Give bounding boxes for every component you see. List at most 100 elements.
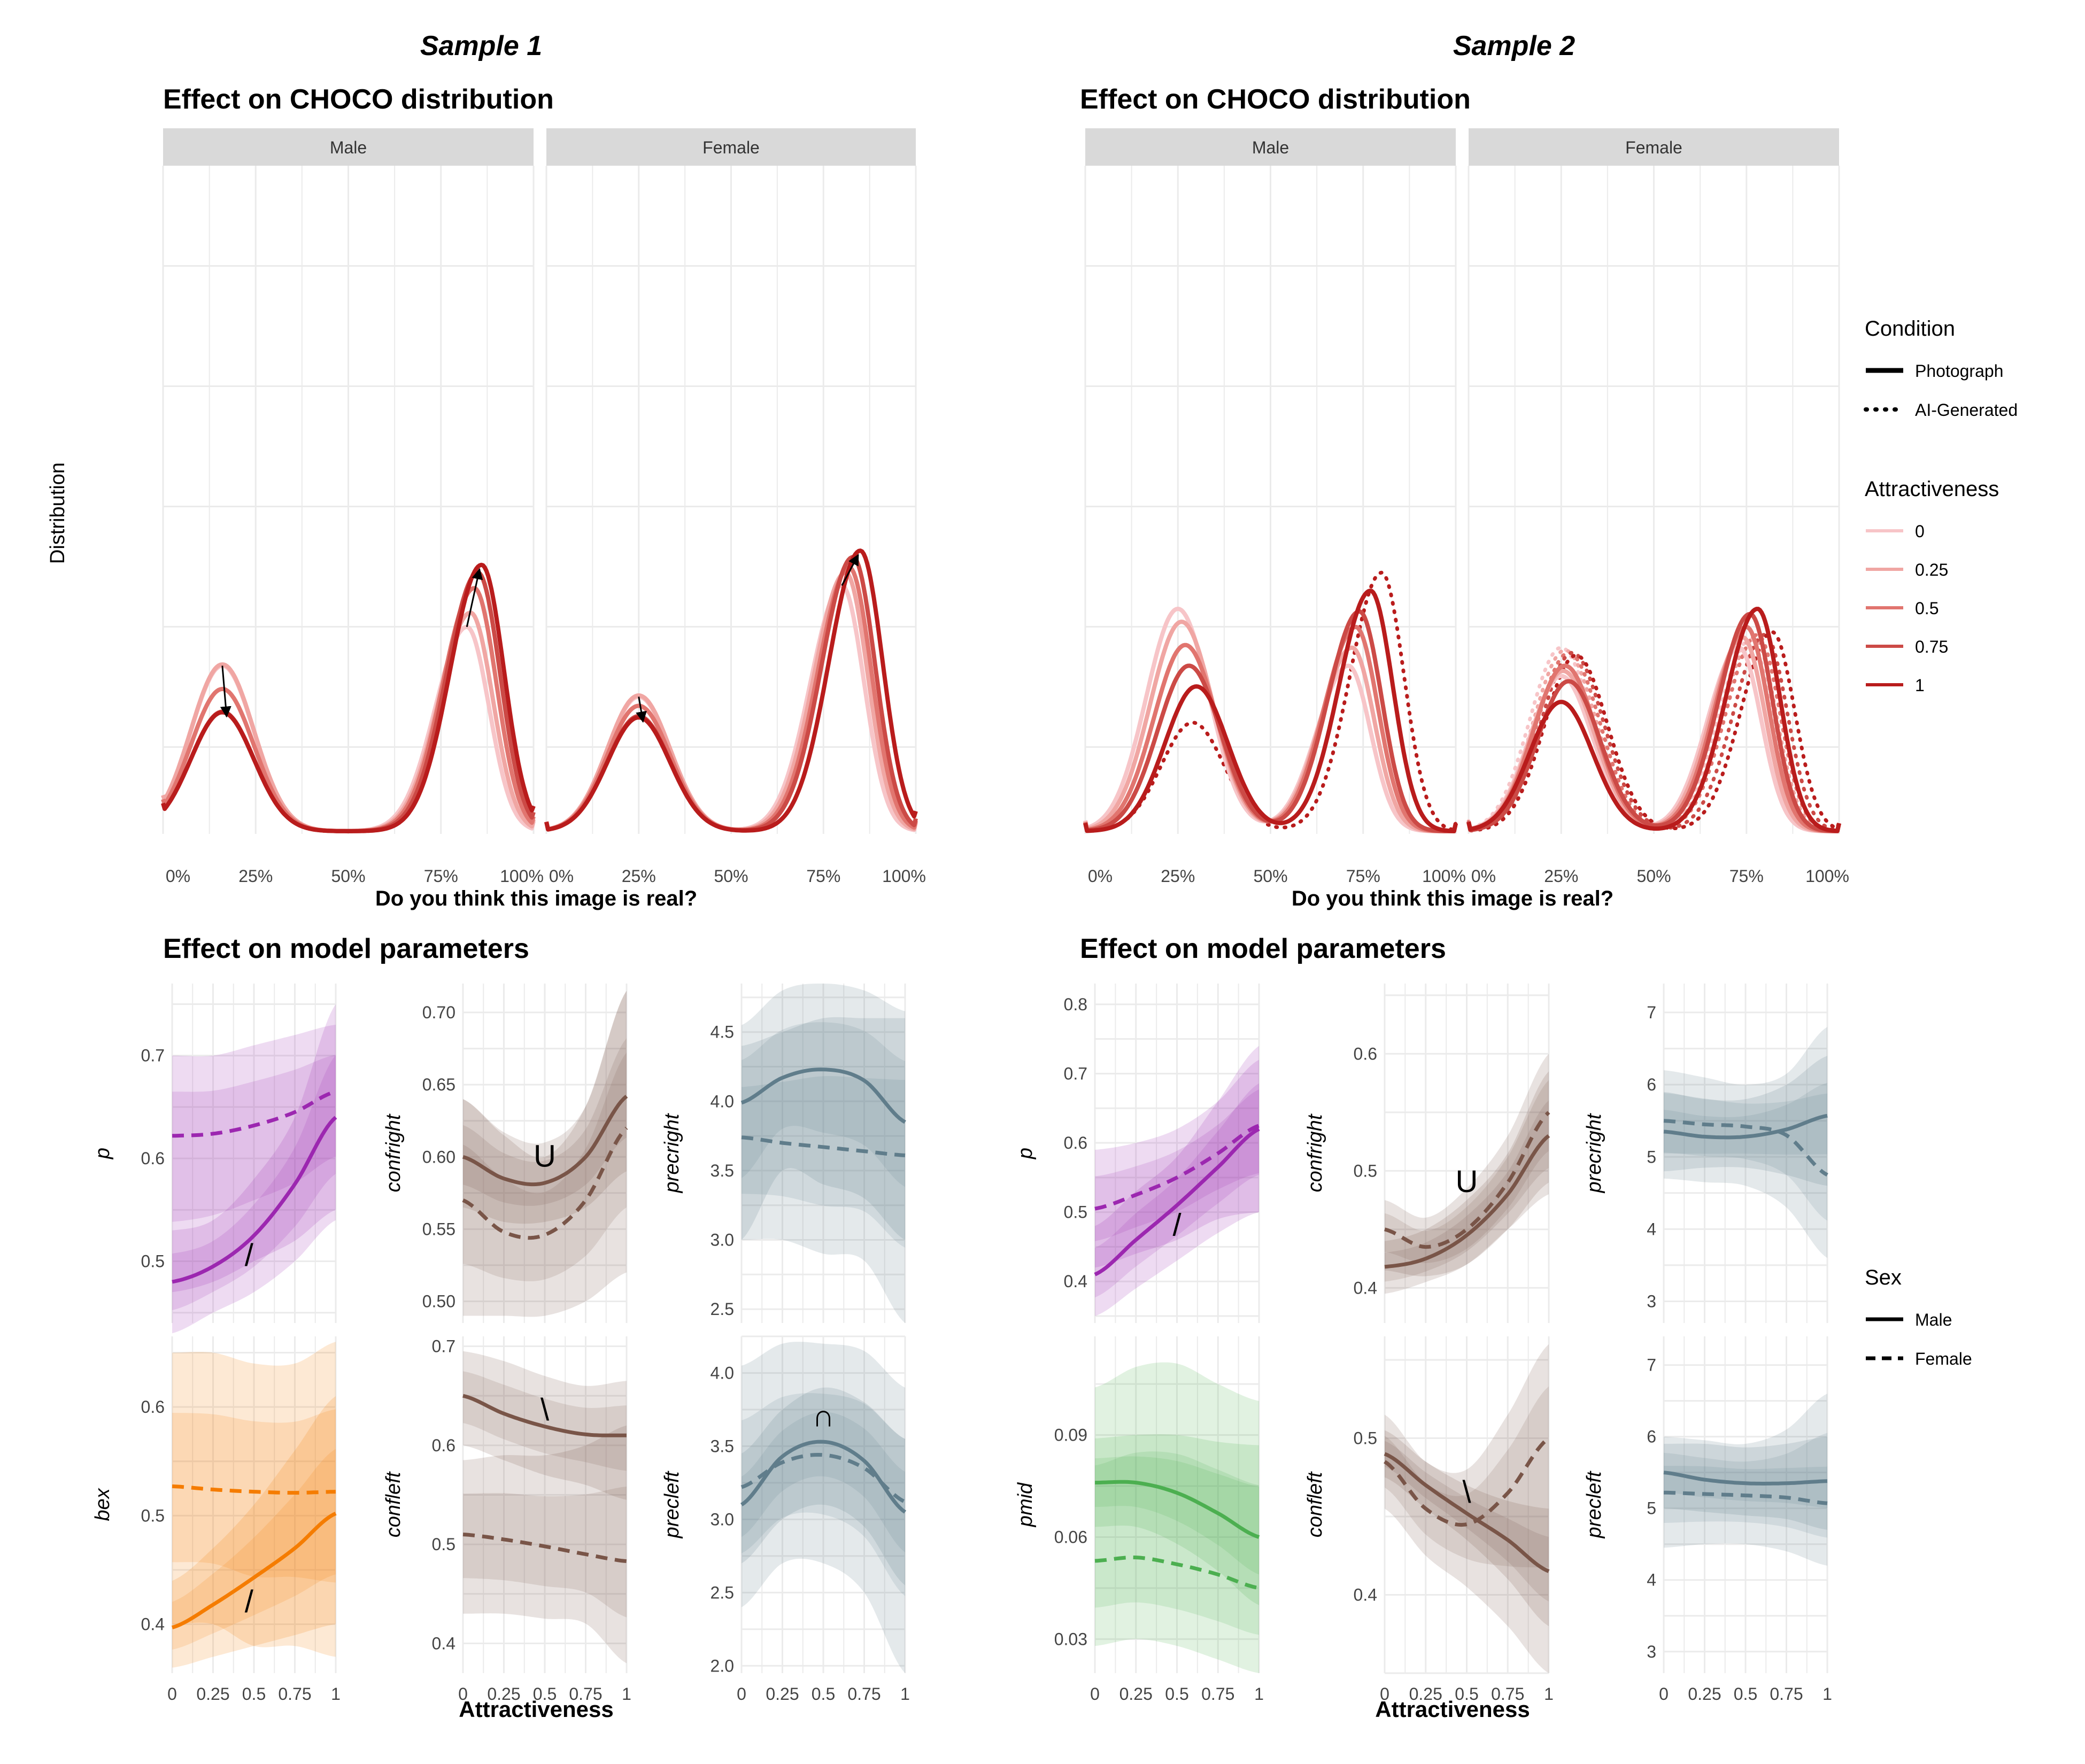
y-tick-label: 0.65 (422, 1075, 455, 1094)
ci-band-outer-female (1664, 1436, 1827, 1566)
ci-band-inner-male (1664, 1433, 1827, 1508)
y-tick-label: 0.5 (1064, 1203, 1087, 1222)
facet-strip (1469, 128, 1839, 166)
y-tick-label: 0.4 (1354, 1585, 1377, 1604)
facet-label: Female (702, 138, 760, 157)
ci-band-inner-female (742, 1393, 905, 1596)
y-tick-label: 0.7 (432, 1337, 455, 1356)
series-line-male (740, 1440, 907, 1514)
y-tick-label: 5 (1647, 1499, 1656, 1518)
y-tick-label: 0.6 (432, 1436, 455, 1455)
ci-band-inner-male (1095, 1456, 1259, 1575)
x-tick-label: 100% (1422, 866, 1466, 886)
parameters-x-label-1: Attractiveness (459, 1697, 613, 1722)
ci-band-outer-female (1095, 1362, 1259, 1673)
distribution-y-label: Distribution (47, 462, 69, 564)
distribution-title-2: Effect on CHOCO distribution (1080, 84, 1471, 115)
x-tick-label: 0.5 (242, 1684, 266, 1704)
x-tick-label: 0.25 (196, 1684, 229, 1704)
y-tick-label: 0.06 (1054, 1527, 1087, 1546)
y-tick-label: 0.60 (422, 1147, 455, 1166)
ci-band-inner-female (172, 1055, 336, 1222)
series-line-female (1094, 1124, 1260, 1211)
y-tick-label: 0.5 (141, 1506, 165, 1525)
y-axis-label: precright (1583, 1113, 1605, 1193)
panel-backgrounds (162, 128, 1840, 1674)
y-axis-label: pmid (1014, 1482, 1037, 1527)
x-tick-label: 0% (1471, 866, 1496, 886)
trend-annotation: U (1456, 1164, 1478, 1199)
ci-band-outer-male (1385, 1071, 1549, 1294)
y-tick-label: 0.5 (1354, 1161, 1377, 1180)
x-tick-label: 1 (1823, 1684, 1832, 1704)
legend-label-attract-05: 0.5 (1915, 599, 1939, 618)
series-line-female (462, 1126, 628, 1240)
y-axis-label: p (91, 1148, 114, 1159)
series-line-female (1384, 1436, 1550, 1527)
facet-label: Male (330, 138, 367, 157)
x-tick-label: 0.25 (1119, 1684, 1153, 1704)
series-line-female (1384, 1111, 1550, 1249)
ci-band-outer-male (1095, 1046, 1259, 1316)
y-tick-label: 4.0 (711, 1363, 734, 1382)
trend-annotation: / (1172, 1208, 1182, 1243)
series-line-female (1663, 1119, 1828, 1177)
trend-annotation: U (534, 1139, 556, 1173)
x-tick-label: 0 (737, 1684, 746, 1704)
series-line-female (741, 1135, 906, 1157)
sample-2-title: Sample 2 (1453, 30, 1575, 61)
ci-band-outer-female (172, 1025, 336, 1293)
series-line-male (1663, 1113, 1828, 1140)
y-tick-label: 0.50 (422, 1291, 455, 1311)
x-tick-label: 0 (167, 1684, 177, 1704)
ci-band-inner-male (1385, 1441, 1549, 1601)
ci-band-inner-male (172, 1449, 336, 1650)
y-tick-label: 0.6 (141, 1149, 165, 1168)
ci-band-inner-female (172, 1409, 336, 1583)
y-tick-label: 7 (1647, 1003, 1656, 1022)
distribution-x-label-1: Do you think this image is real? (375, 887, 697, 910)
series-line-male (1094, 1127, 1260, 1276)
y-tick-label: 0.03 (1054, 1629, 1087, 1649)
arrow-left-peak (636, 697, 647, 723)
facet-label: Female (1625, 138, 1682, 157)
distribution-title-1: Effect on CHOCO distribution (163, 84, 554, 115)
trend-annotation: / (245, 1238, 254, 1273)
labels: Sample 1 Sample 2 Effect on CHOCO distri… (47, 30, 2018, 1722)
y-tick-label: 2.5 (711, 1299, 734, 1319)
y-axis-label: precright (661, 1113, 683, 1193)
x-tick-label: 0.75 (278, 1684, 311, 1704)
x-tick-label: 0.25 (766, 1684, 799, 1704)
y-axis-label: confright (1304, 1113, 1326, 1192)
y-tick-label: 4.0 (711, 1092, 734, 1111)
x-tick-label: 75% (806, 866, 840, 886)
arrow-right-peak (841, 554, 859, 586)
y-tick-label: 5 (1647, 1147, 1656, 1166)
y-tick-label: 0.6 (1354, 1044, 1377, 1063)
series-line-male (172, 1116, 337, 1284)
x-tick-label: 100% (1805, 866, 1849, 886)
ci-band-outer-female (1385, 1054, 1549, 1276)
y-tick-label: 0.55 (422, 1219, 455, 1239)
x-tick-label: 0.25 (487, 1684, 520, 1704)
ci-band-inner-male (172, 1055, 336, 1310)
series-line-female (172, 1484, 336, 1495)
x-tick-label: 0.5 (1734, 1684, 1757, 1704)
series-line-male (1384, 1134, 1550, 1269)
x-tick-label: 0.75 (847, 1684, 881, 1704)
series-line-male (172, 1512, 337, 1629)
y-tick-label: 4 (1647, 1219, 1656, 1239)
y-tick-label: 0.09 (1054, 1426, 1087, 1445)
series-line-female (1663, 1490, 1828, 1505)
x-tick-label: 0.5 (812, 1684, 835, 1704)
y-axis-label: precleft (661, 1471, 683, 1538)
y-axis-label: confright (382, 1113, 405, 1192)
ci-band-outer-male (1385, 1430, 1549, 1627)
legend-label-attract-0: 0 (1915, 522, 1925, 541)
y-tick-label: 3.5 (711, 1161, 734, 1180)
x-tick-label: 75% (1346, 866, 1380, 886)
x-tick-label: 0 (458, 1684, 468, 1704)
ci-band-outer-male (463, 991, 627, 1224)
legend-sex-title: Sex (1865, 1266, 1902, 1289)
